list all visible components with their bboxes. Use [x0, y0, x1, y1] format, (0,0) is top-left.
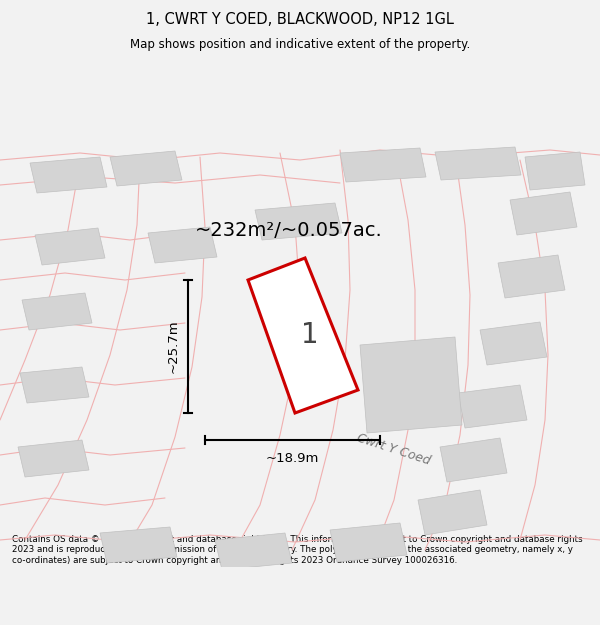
- Text: 1: 1: [301, 321, 319, 349]
- Text: Cwrt Y Coed: Cwrt Y Coed: [355, 432, 432, 468]
- Polygon shape: [330, 523, 407, 562]
- Polygon shape: [255, 203, 342, 240]
- Polygon shape: [100, 527, 177, 563]
- Polygon shape: [22, 293, 92, 330]
- Polygon shape: [215, 533, 292, 570]
- Polygon shape: [458, 385, 527, 428]
- Polygon shape: [525, 152, 585, 190]
- Polygon shape: [35, 228, 105, 265]
- Polygon shape: [340, 148, 426, 182]
- Polygon shape: [498, 255, 565, 298]
- Text: 1, CWRT Y COED, BLACKWOOD, NP12 1GL: 1, CWRT Y COED, BLACKWOOD, NP12 1GL: [146, 12, 454, 27]
- Text: ~232m²/~0.057ac.: ~232m²/~0.057ac.: [195, 221, 383, 239]
- Polygon shape: [20, 367, 89, 403]
- Polygon shape: [148, 227, 217, 263]
- Text: Contains OS data © Crown copyright and database right 2021. This information is : Contains OS data © Crown copyright and d…: [12, 535, 583, 564]
- Polygon shape: [480, 322, 547, 365]
- Polygon shape: [360, 337, 462, 433]
- Text: ~18.9m: ~18.9m: [266, 452, 319, 465]
- Polygon shape: [440, 438, 507, 482]
- Polygon shape: [30, 157, 107, 193]
- Polygon shape: [110, 151, 182, 186]
- Polygon shape: [418, 490, 487, 535]
- Polygon shape: [248, 258, 358, 413]
- Polygon shape: [510, 192, 577, 235]
- Text: ~25.7m: ~25.7m: [167, 319, 180, 373]
- Text: Map shows position and indicative extent of the property.: Map shows position and indicative extent…: [130, 38, 470, 51]
- Polygon shape: [18, 440, 89, 477]
- Polygon shape: [435, 147, 521, 180]
